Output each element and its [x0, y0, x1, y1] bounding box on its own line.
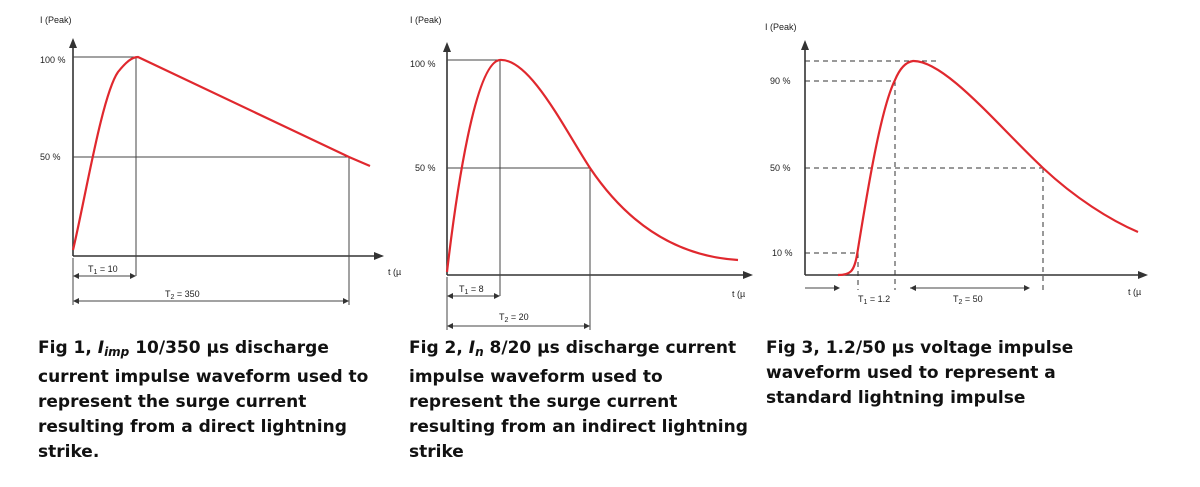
fig3-t-axis-label: t (µ: [1128, 287, 1141, 297]
fig2-t2-left-arrow-icon: [447, 323, 453, 329]
figure-2-diagram: I (Peak) t (µ 100 % 50 % T1 = 8 T2 = 20: [410, 15, 753, 330]
fig1-t1-left-arrow-icon: [73, 273, 79, 279]
fig2-y-axis-label: I (Peak): [410, 15, 442, 25]
fig2-caption: Fig 2, In 8/20 µs discharge current impu…: [409, 338, 748, 462]
fig1-t2-label: T2 = 350: [165, 289, 200, 301]
fig3-tick-10: 10 %: [772, 248, 793, 258]
fig2-t1-left-arrow-icon: [447, 293, 453, 299]
fig2-waveform-curve: [445, 58, 739, 273]
fig3-t2-right-arrow-icon: [1024, 285, 1030, 291]
fig1-t-axis-label: t (µ: [388, 267, 401, 277]
fig1-t2-right-arrow-icon: [343, 298, 349, 304]
fig3-t1-label: T1 = 1.2: [858, 294, 890, 306]
fig3-waveform-curve: [837, 59, 1139, 277]
fig1-tick-50: 50 %: [40, 152, 61, 162]
fig2-t2-right-arrow-icon: [584, 323, 590, 329]
fig3-tick-90: 90 %: [770, 76, 791, 86]
fig1-waveform-curve: [71, 55, 371, 251]
fig3-t1-left-arrow-icon: [834, 285, 840, 291]
fig1-t1-right-arrow-icon: [130, 273, 136, 279]
fig1-t1-label: T1 = 10: [88, 264, 118, 276]
fig2-x-arrow-icon: [743, 271, 753, 279]
fig2-tick-50: 50 %: [415, 163, 436, 173]
fig1-tick-100: 100 %: [40, 55, 66, 65]
fig3-t2-label: T2 = 50: [953, 294, 983, 306]
fig3-x-arrow-icon: [1138, 271, 1148, 279]
fig2-tick-100: 100 %: [410, 59, 436, 69]
fig1-t2-left-arrow-icon: [73, 298, 79, 304]
fig3-caption: Fig 3, 1.2/50 µs voltage impulse wavefor…: [766, 338, 1074, 408]
fig3-y-arrow-icon: [801, 40, 809, 50]
fig3-y-axis-label: I (Peak): [765, 22, 797, 32]
fig2-t-axis-label: t (µ: [732, 289, 745, 299]
fig1-x-arrow-icon: [374, 252, 384, 260]
fig1-y-axis-label: I (Peak): [40, 15, 72, 25]
fig1-caption: Fig 1, Iimp 10/350 µs discharge current …: [38, 338, 369, 462]
figure-1-diagram: I (Peak) t (µ 100 % 50 % T1 = 10 T2 = 35…: [40, 15, 401, 305]
fig2-y-arrow-icon: [443, 42, 451, 52]
fig2-t1-right-arrow-icon: [494, 293, 500, 299]
fig3-t2-left-arrow-icon: [910, 285, 916, 291]
fig1-y-arrow-icon: [69, 38, 77, 48]
fig3-tick-50: 50 %: [770, 163, 791, 173]
fig2-t1-label: T1 = 8: [459, 284, 484, 296]
fig2-t2-label: T2 = 20: [499, 312, 529, 324]
figure-3-diagram: I (Peak) t (µ 90 % 50 % 10 % T1 = 1.2 T2…: [765, 22, 1148, 306]
